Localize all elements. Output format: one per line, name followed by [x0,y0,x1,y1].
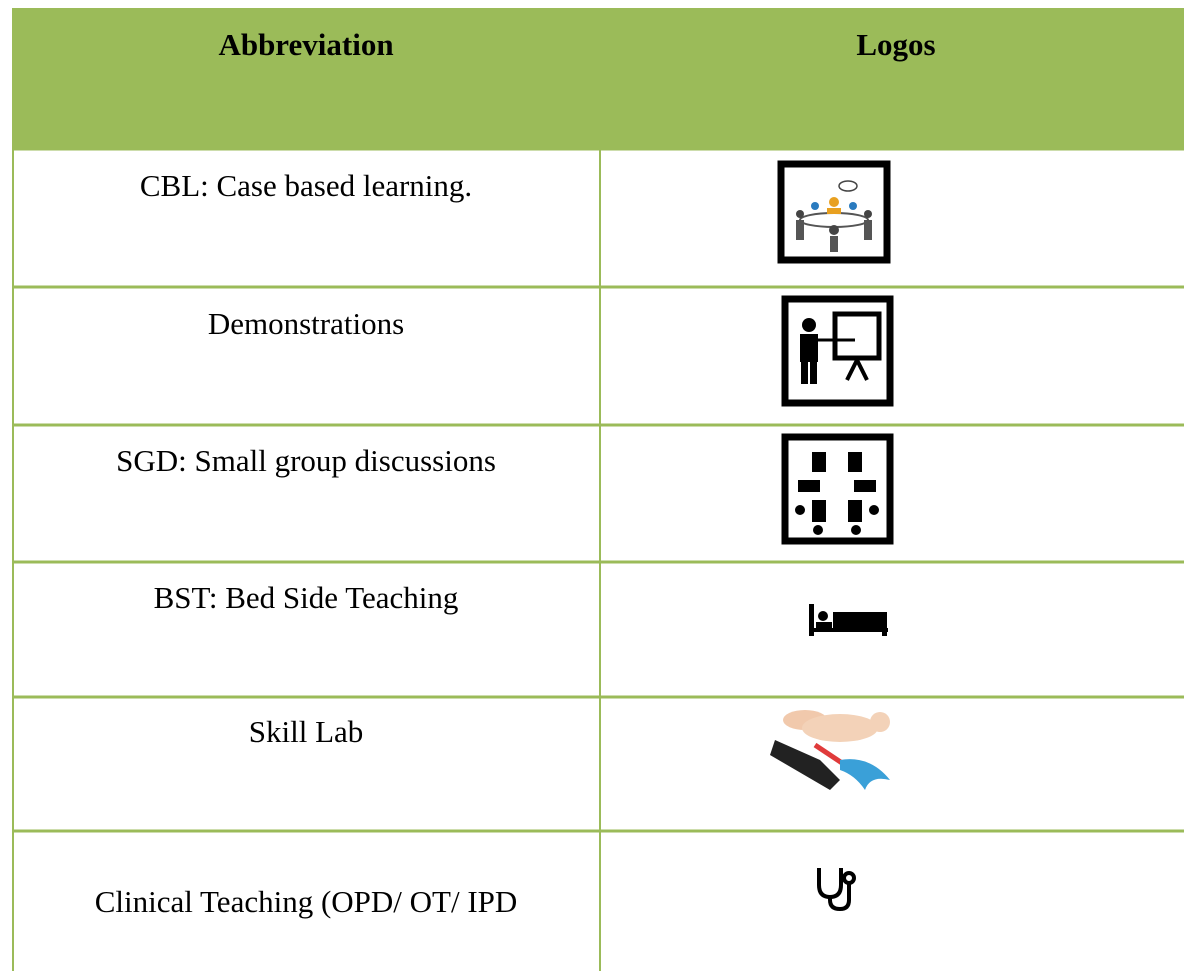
row-label: Demonstrations [208,306,404,341]
grid [12,8,1184,971]
demonstrations-logo [781,295,894,407]
sgd-logo [781,433,894,545]
clinical-logo [817,868,856,912]
header-cell: Abbreviation [218,27,393,62]
bst-logo [809,604,888,636]
skill-lab-logo [770,710,890,790]
row-label: Skill Lab [249,714,364,749]
header-row [12,8,1184,149]
cbl-logo [777,160,891,264]
row-label: BST: Bed Side Teaching [154,580,459,615]
row-label: Clinical Teaching (OPD/ OT/ IPD [95,884,518,919]
row-label: SGD: Small group discussions [116,443,496,478]
row-label: CBL: Case based learning. [140,168,472,203]
header-cell: Logos [856,27,935,62]
